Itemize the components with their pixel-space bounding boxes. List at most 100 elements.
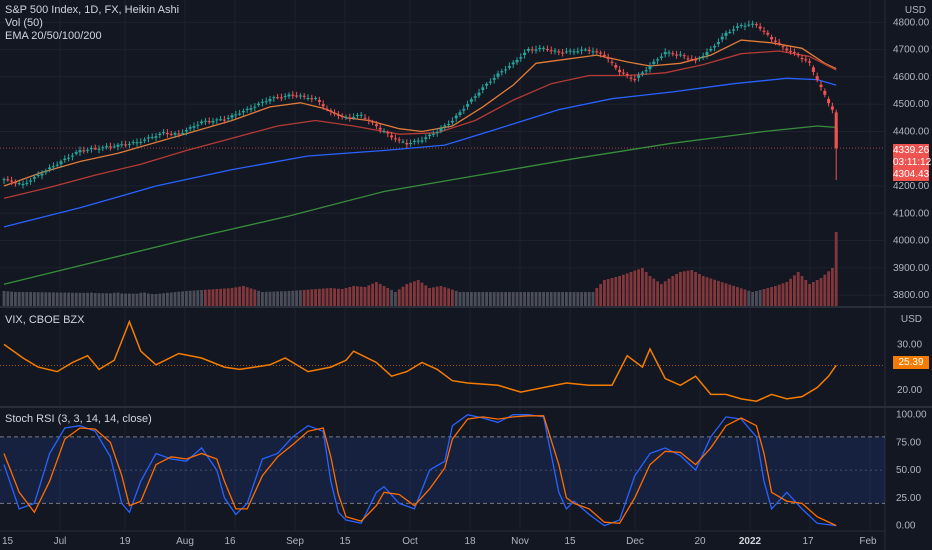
ema-line-ema50: [3, 50, 837, 199]
volume-bar: [226, 288, 230, 306]
candle-body: [728, 31, 732, 33]
volume-bar: [739, 288, 743, 306]
volume-bar: [648, 276, 652, 306]
volume-bar: [473, 292, 477, 306]
candle-body: [241, 110, 245, 113]
volume-bar: [443, 287, 447, 306]
volume-bar: [747, 290, 751, 306]
volume-bar: [762, 289, 766, 306]
candle-body: [10, 180, 14, 182]
volume-bar: [219, 288, 222, 306]
candle-body: [469, 99, 473, 102]
ema-line-ema20: [3, 39, 837, 187]
candle-body: [568, 50, 572, 52]
time-tick-label: 20: [694, 536, 706, 547]
candle-body: [583, 49, 587, 51]
volume-bar: [371, 283, 374, 306]
volume-bar: [724, 283, 728, 306]
stoch-tick-label: 25.00: [896, 493, 921, 504]
volume-bar: [397, 289, 401, 306]
volume-bar: [90, 292, 93, 306]
candle-body: [321, 104, 325, 107]
candle-body: [127, 143, 131, 145]
volume-bar: [686, 270, 690, 306]
volume-bar: [215, 289, 219, 306]
candle-body: [253, 106, 257, 108]
volume-bar: [644, 272, 648, 306]
volume-bar: [409, 282, 412, 306]
candle-body: [302, 95, 306, 97]
ema-legend[interactable]: EMA 20/50/100/200: [5, 30, 102, 42]
volume-bar: [223, 288, 226, 306]
candle-body: [580, 49, 584, 51]
volume-bar: [667, 278, 671, 306]
candle-body: [496, 73, 500, 77]
volume-bar: [207, 289, 211, 306]
volume-bar: [827, 271, 830, 306]
volume-bar: [109, 293, 112, 306]
time-tick-label: 15: [339, 536, 351, 547]
candle-body: [63, 158, 67, 161]
candle-body: [450, 120, 454, 123]
candle-body: [108, 146, 112, 148]
candle-body: [621, 72, 625, 74]
volume-bar: [44, 292, 48, 306]
candle-body: [416, 140, 420, 142]
volume-bar: [591, 292, 595, 306]
vix-legend[interactable]: VIX, CBOE BZX: [5, 314, 85, 326]
candle-body: [116, 144, 120, 147]
vol-legend[interactable]: Vol (50): [5, 17, 43, 29]
volume-bar: [565, 292, 568, 306]
volume-bar: [504, 292, 507, 306]
volume-bar: [720, 282, 724, 306]
volume-bar: [603, 280, 606, 306]
volume-bar: [185, 291, 188, 306]
volume-bar: [63, 292, 67, 306]
candle-body: [762, 30, 766, 32]
vix-value-tag: 25.39: [893, 356, 929, 369]
candle-body: [716, 42, 720, 45]
candle-body: [55, 164, 59, 166]
candle-body: [766, 32, 770, 35]
stoch-legend[interactable]: Stoch RSI (3, 3, 14, 14, close): [5, 413, 152, 425]
time-tick-label: 18: [464, 536, 476, 547]
candle-body: [200, 121, 204, 124]
candle-body: [542, 47, 546, 49]
volume-bar: [283, 291, 287, 306]
volume-bar: [587, 292, 591, 306]
candle-body: [230, 115, 234, 118]
symbol-title[interactable]: S&P 500 Index, 1D, FX, Heikin Ashi: [5, 4, 180, 16]
volume-bar: [6, 291, 10, 306]
volume-bar: [777, 284, 781, 306]
candle-body: [317, 99, 321, 102]
volume-bar: [599, 284, 602, 306]
volume-bar: [287, 291, 291, 306]
volume-bar: [500, 292, 504, 306]
volume-bar: [717, 280, 720, 306]
candle-body: [86, 149, 90, 151]
volume-bar: [401, 286, 405, 306]
volume-bar: [663, 281, 667, 306]
candle-body: [720, 36, 724, 40]
volume-bar: [249, 288, 253, 306]
candle-body: [93, 148, 97, 150]
price-tick-label: 4600.00: [893, 72, 930, 83]
candle-body: [515, 59, 519, 63]
volume-bar: [139, 292, 143, 306]
volume-bar: [211, 289, 215, 306]
candle-body: [652, 61, 656, 64]
candle-body: [481, 87, 485, 91]
volume-bar: [276, 291, 279, 306]
candle-body: [105, 146, 109, 148]
price-tick-label: 4500.00: [893, 99, 930, 110]
candle-body: [428, 134, 432, 137]
candle-body: [355, 115, 359, 117]
volume-bar: [390, 290, 393, 306]
volume-bar: [477, 292, 481, 306]
candle-body: [325, 108, 329, 110]
volume-bar: [302, 289, 306, 306]
candle-body: [682, 55, 686, 57]
volume-bar: [97, 293, 101, 306]
volume-bar: [154, 294, 158, 306]
